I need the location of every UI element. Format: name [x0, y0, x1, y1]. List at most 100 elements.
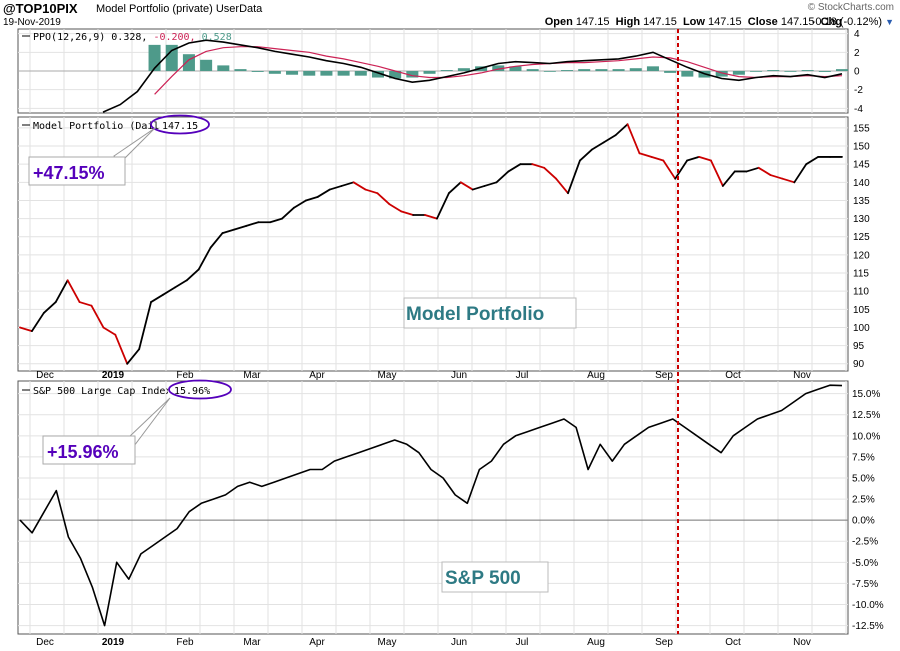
sp500-y-tick-label: -12.5%	[852, 621, 884, 632]
main-series-segment	[233, 224, 248, 231]
ppo-histogram-bar	[217, 65, 230, 71]
main-series-segment	[662, 159, 677, 180]
sp500-series-line	[19, 384, 843, 627]
ppo-histogram-value: 0.528	[202, 32, 232, 43]
main-series-segment	[400, 210, 415, 216]
x-axis-label-bottom: Nov	[793, 637, 811, 648]
main-y-tick-label: 95	[853, 341, 865, 352]
main-series-segment	[471, 185, 486, 191]
x-axis-label-mid: Mar	[243, 370, 261, 381]
main-series-segment	[543, 166, 557, 180]
sp500-y-tick-label: -2.5%	[852, 537, 878, 548]
chg-readout[interactable]: -0.18 (-0.12%) ▼	[812, 16, 894, 28]
ppo-histogram-bar	[148, 44, 161, 71]
ohlc-readout: Open 147.15 High 147.15 Low 147.15 Close…	[545, 16, 842, 28]
ppo-histogram-bar	[320, 71, 333, 76]
main-series-segment	[436, 192, 450, 220]
x-axis-label-bottom: Jun	[451, 637, 467, 648]
main-last-value-bg	[160, 118, 210, 132]
ppo-histogram-bar	[681, 71, 694, 77]
ppo-signal-line	[154, 46, 843, 95]
open-label: Open	[544, 16, 573, 28]
main-series-segment	[805, 156, 820, 166]
x-axis-label-mid: May	[378, 370, 397, 381]
x-axis-label-mid: Oct	[725, 370, 741, 381]
main-series-segment	[102, 326, 117, 336]
ppo-histogram-bar	[646, 66, 659, 71]
ppo-histogram-bar	[750, 71, 763, 72]
main-series-segment	[495, 170, 510, 184]
main-series-segment	[138, 301, 152, 351]
chart-date: 19-Nov-2019	[3, 17, 61, 28]
ppo-y-tick-label: 4	[854, 29, 860, 40]
x-axis-label-bottom: Mar	[243, 637, 261, 648]
ppo-histogram-bar	[182, 54, 195, 71]
main-y-tick-label: 150	[853, 142, 870, 153]
main-series-segment	[197, 246, 212, 271]
main-series-segment	[483, 181, 498, 187]
main-box-label-frame	[403, 297, 577, 329]
main-y-tick-label: 105	[853, 305, 870, 316]
sp500-y-tick-label: 7.5%	[852, 452, 875, 463]
main-series-segment	[66, 279, 81, 303]
ppo-histogram-bar	[234, 69, 247, 71]
main-series-segment	[602, 134, 617, 144]
main-series-segment	[209, 232, 224, 249]
ppo-histogram-bar	[664, 71, 677, 73]
sp500-legend: S&P 500 Large Cap Index	[33, 386, 171, 397]
main-series-segment	[281, 206, 295, 220]
main-series-segment	[781, 177, 796, 184]
main-series-segment	[579, 148, 593, 162]
ppo-histogram-bar	[268, 71, 281, 74]
main-y-tick-label: 155	[853, 123, 870, 134]
ppo-histogram-bar	[526, 69, 539, 71]
main-series-segment	[90, 304, 105, 329]
symbol-title: @TOP10PIX	[3, 1, 78, 16]
main-series-segment	[388, 203, 403, 213]
main-series-segment	[686, 156, 700, 162]
main-series-segment	[54, 279, 69, 303]
ppo-histogram-bar	[354, 71, 367, 76]
main-y-tick-label: 145	[853, 160, 870, 171]
ppo-histogram-bar	[629, 68, 642, 71]
main-series-segment	[567, 159, 581, 195]
main-series-segment	[769, 174, 784, 180]
ppo-histogram-bar	[784, 71, 797, 72]
main-series-segment	[614, 123, 629, 137]
x-axis-label-bottom: Oct	[725, 637, 741, 648]
main-y-tick-label: 135	[853, 196, 870, 207]
main-series-segment	[555, 177, 569, 195]
brand-watermark: © StockCharts.com	[807, 2, 894, 13]
sp500-y-tick-label: 2.5%	[852, 495, 875, 506]
ppo-y-tick-label: 0	[854, 67, 860, 78]
main-series-segment	[507, 163, 522, 173]
ppo-histogram-bar	[440, 70, 453, 71]
main-series-segment	[757, 166, 772, 176]
main-series-segment	[745, 166, 760, 173]
x-axis-label-mid: Jun	[451, 370, 467, 381]
sp500-y-tick-label: -10.0%	[852, 600, 884, 611]
ppo-histogram-bar	[251, 71, 264, 72]
dropdown-caret-icon[interactable]: ▼	[885, 17, 894, 27]
main-series-segment	[293, 199, 307, 209]
low-value: 147.15	[708, 16, 742, 28]
main-y-tick-label: 110	[853, 287, 869, 298]
main-series-segment	[316, 188, 331, 198]
ppo-histogram-bar	[543, 71, 556, 72]
main-series-segment	[31, 312, 45, 332]
main-series-segment	[340, 181, 355, 187]
sp500-y-tick-label: 12.5%	[852, 410, 880, 421]
main-series-segment	[376, 192, 391, 205]
sp500-panel-frame	[17, 380, 849, 635]
sp500-y-tick-label: 5.0%	[852, 473, 875, 484]
sp500-y-tick-label: 15.0%	[852, 389, 880, 400]
main-series-segment	[531, 163, 546, 169]
x-axis-label-mid: Feb	[176, 370, 194, 381]
sp500-y-tick-label: -7.5%	[852, 579, 878, 590]
sp500-y-tick-label: 0.0%	[852, 516, 875, 527]
x-axis-label-bottom: Sep	[655, 637, 673, 648]
ppo-histogram-bar	[612, 69, 625, 71]
main-series-segment	[114, 333, 129, 365]
main-series-segment	[221, 228, 236, 235]
